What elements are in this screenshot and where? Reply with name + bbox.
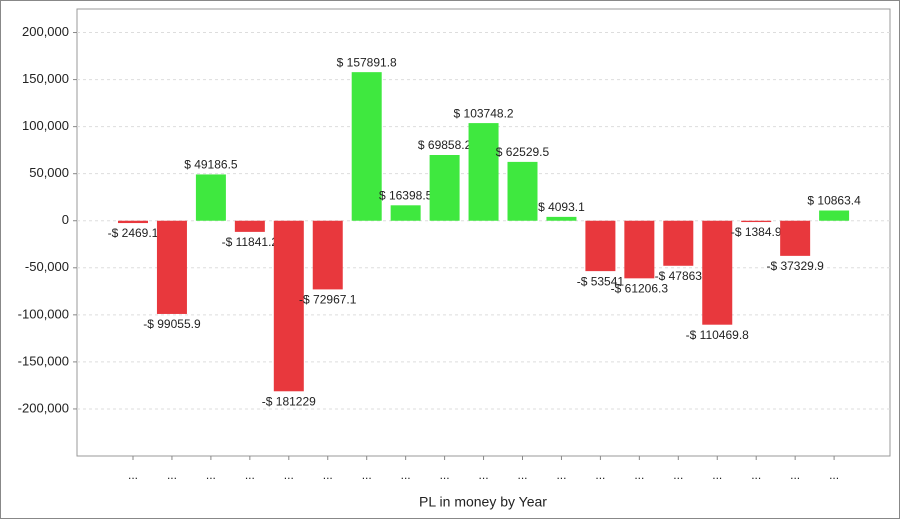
bar (702, 220, 733, 325)
data-label: -$ 99055.9 (143, 317, 201, 331)
x-tick-label: ... (167, 468, 177, 482)
bar (273, 220, 304, 392)
bar (585, 220, 616, 272)
bar (234, 220, 265, 232)
x-tick-label: ... (323, 468, 333, 482)
x-tick-label: ... (206, 468, 216, 482)
bar (195, 174, 226, 221)
y-tick-label: -150,000 (18, 353, 69, 368)
y-tick-label: 0 (62, 212, 69, 227)
bar (741, 220, 772, 223)
bar (624, 220, 655, 279)
data-label: -$ 2469.1 (108, 226, 159, 240)
x-tick-label: ... (829, 468, 839, 482)
data-label: -$ 37329.9 (766, 259, 824, 273)
x-tick-label: ... (634, 468, 644, 482)
y-tick-label: -200,000 (18, 400, 69, 415)
bar (819, 210, 850, 221)
bar (546, 216, 577, 221)
x-tick-label: ... (517, 468, 527, 482)
data-label: -$ 47863 (655, 269, 703, 283)
x-tick-label: ... (712, 468, 722, 482)
data-label: -$ 11841.2 (222, 235, 279, 249)
data-label: -$ 72967.1 (299, 293, 357, 307)
bar (156, 220, 187, 314)
x-tick-label: ... (284, 468, 294, 482)
x-tick-label: ... (440, 468, 450, 482)
data-label: $ 69858.2 (418, 138, 472, 152)
x-tick-label: ... (595, 468, 605, 482)
y-tick-label: -50,000 (25, 259, 69, 274)
data-label: -$ 61206.3 (611, 282, 669, 296)
x-tick-label: ... (401, 468, 411, 482)
data-label: $ 103748.2 (454, 106, 514, 120)
data-label: -$ 110469.8 (686, 328, 749, 342)
bar (468, 123, 499, 221)
x-tick-label: ... (362, 468, 372, 482)
x-tick-label: ... (673, 468, 683, 482)
x-tick-label: ... (790, 468, 800, 482)
x-tick-label: ... (479, 468, 489, 482)
data-label: $ 49186.5 (184, 158, 238, 172)
bar (351, 72, 382, 221)
data-label: $ 16398.5 (379, 188, 433, 202)
y-tick-label: 100,000 (22, 118, 69, 133)
x-tick-label: ... (556, 468, 566, 482)
plot-area (76, 8, 891, 457)
x-tick-label: ... (751, 468, 761, 482)
bar (118, 220, 148, 224)
x-tick-label: ... (128, 468, 138, 482)
data-label: $ 10863.4 (807, 194, 861, 208)
x-axis-label: PL in money by Year (419, 494, 547, 510)
y-tick-label: -100,000 (18, 306, 69, 321)
y-tick-label: 50,000 (29, 165, 69, 180)
data-label: $ 157891.8 (337, 55, 397, 69)
bar (663, 220, 694, 266)
bar (507, 161, 538, 221)
x-tick-label: ... (245, 468, 255, 482)
data-label: -$ 181229 (262, 394, 316, 408)
bar (390, 205, 421, 221)
y-tick-label: 200,000 (22, 24, 69, 39)
data-label: $ 62529.5 (496, 145, 550, 159)
y-tick-label: 150,000 (22, 71, 69, 86)
data-label: -$ 53541 (577, 274, 625, 288)
data-label: $ 4093.1 (538, 200, 585, 214)
bar (780, 220, 811, 256)
bar (312, 220, 343, 290)
data-label: -$ 1384.9 (731, 225, 782, 239)
bar (429, 154, 460, 221)
